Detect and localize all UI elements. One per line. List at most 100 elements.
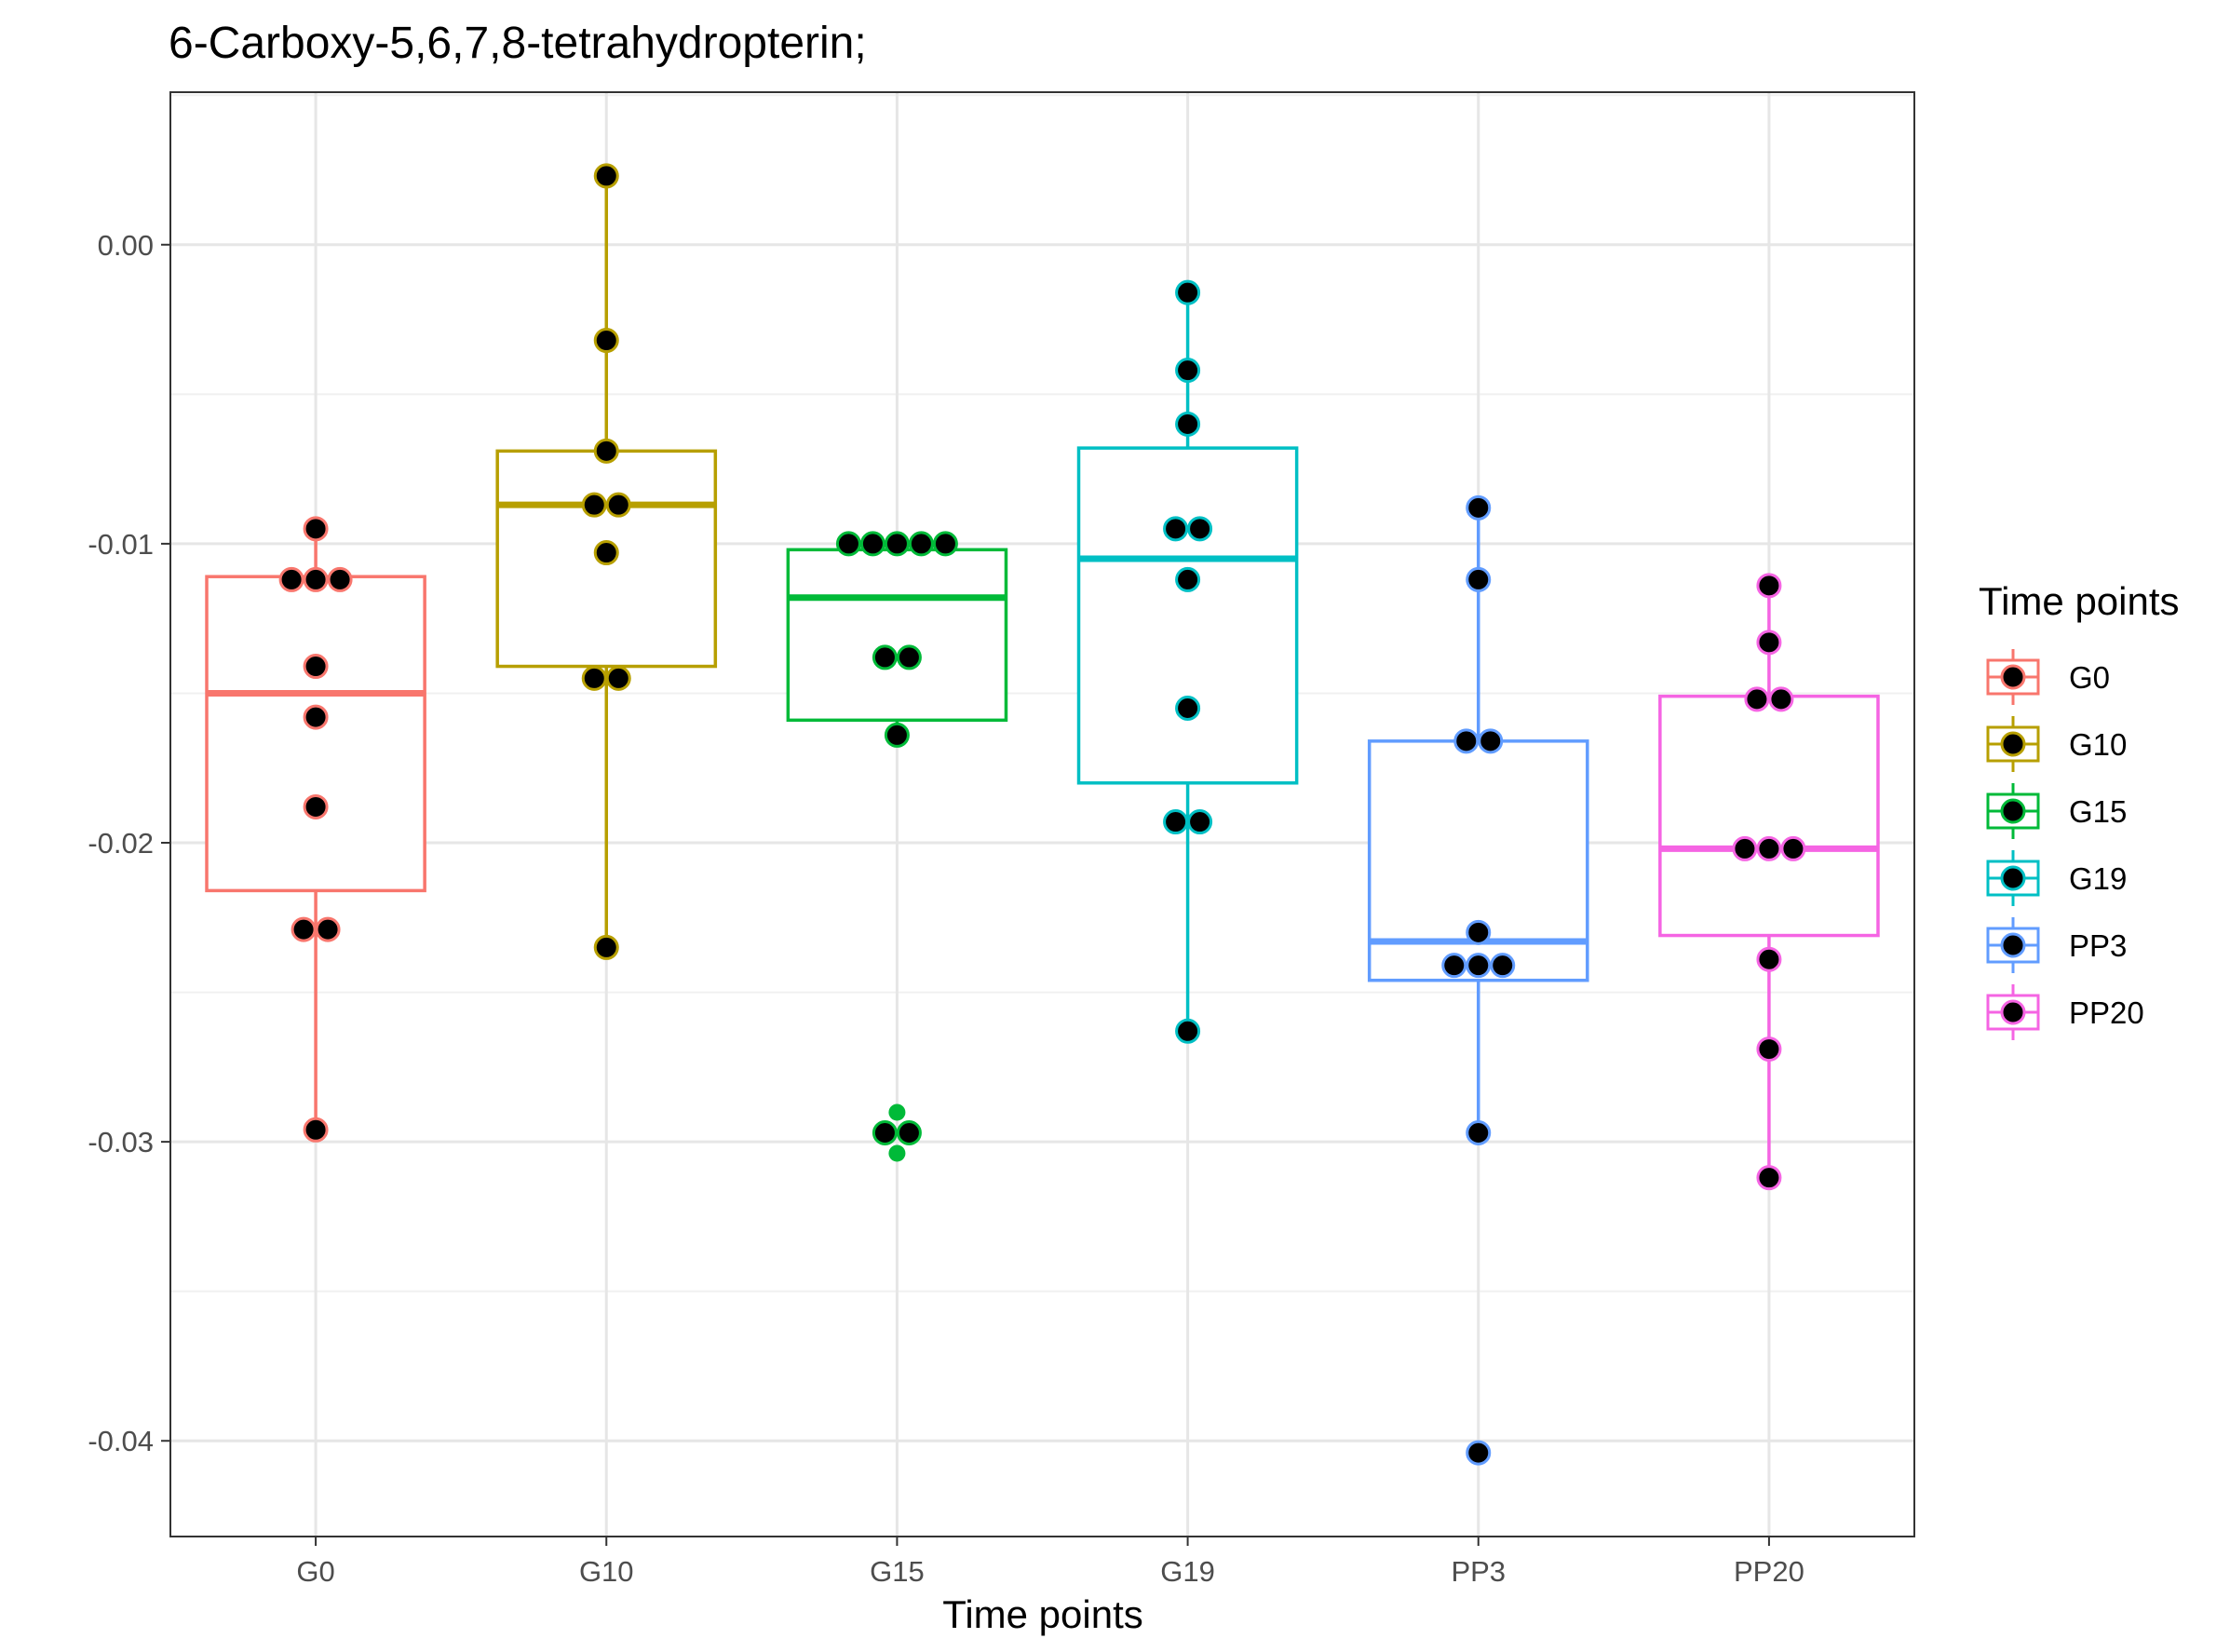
data-point: [303, 793, 329, 819]
legend: G0 G10 G15 G19 PP3 PP20: [1986, 649, 2144, 1040]
outlier-point: [888, 1144, 906, 1162]
legend-item-pp20: PP20: [1986, 984, 2144, 1040]
data-point: [1466, 919, 1492, 945]
box: [205, 575, 426, 893]
data-point: [303, 704, 329, 730]
data-point: [1175, 566, 1201, 592]
data-point: [1175, 1018, 1201, 1044]
data-point: [1466, 566, 1492, 592]
box-group-g10: [495, 163, 718, 960]
data-point: [1466, 494, 1492, 521]
data-point: [303, 516, 329, 542]
x-tick-label: PP20: [1734, 1555, 1804, 1588]
data-point: [303, 566, 329, 592]
x-tick-label: PP3: [1451, 1555, 1506, 1588]
data-point: [859, 531, 885, 557]
data-point: [1453, 728, 1480, 754]
data-point: [593, 934, 619, 960]
data-point: [1175, 279, 1201, 305]
data-point: [932, 531, 958, 557]
legend-title: Time points: [1979, 579, 2180, 623]
data-point: [593, 540, 619, 566]
box-group-g19: [1076, 279, 1299, 1044]
data-point: [1478, 728, 1504, 754]
legend-dot: [2000, 932, 2026, 958]
plot-border: [169, 91, 1915, 1537]
y-tick-label: -0.04: [88, 1425, 154, 1457]
plot-area: 0.00 -0.01 -0.02 -0.03 -0.04 G0 G10 G15 G19 PP3 PP…: [88, 91, 1915, 1588]
data-point: [1466, 1119, 1492, 1145]
legend-dot: [2000, 999, 2026, 1025]
data-point: [1490, 953, 1516, 979]
data-point: [1175, 411, 1201, 437]
data-point: [1756, 630, 1782, 656]
data-point: [1768, 686, 1794, 712]
data-point: [605, 492, 631, 518]
chart-title: 6-Carboxy-5,6,7,8-tetrahydropterin;: [169, 19, 867, 68]
data-point: [872, 644, 898, 670]
data-point: [1163, 809, 1189, 835]
box-group-pp3: [1367, 494, 1589, 1466]
data-point: [884, 722, 910, 748]
legend-label: G15: [2069, 794, 2127, 829]
data-point: [593, 438, 619, 464]
data-point: [1756, 835, 1782, 861]
x-tick-label: G10: [579, 1555, 634, 1588]
box-group-g15: [786, 531, 1008, 1162]
data-point: [315, 916, 341, 942]
data-point: [303, 1117, 329, 1143]
data-point: [581, 665, 607, 691]
data-point: [1163, 516, 1189, 542]
x-tick-label: G15: [870, 1555, 925, 1588]
data-point: [1441, 953, 1467, 979]
data-point: [1756, 946, 1782, 972]
legend-label: PP3: [2069, 928, 2127, 963]
data-point: [1187, 516, 1213, 542]
data-point: [593, 163, 619, 189]
legend-item-g15: G15: [1986, 783, 2127, 839]
data-point: [605, 665, 631, 691]
x-axis-title: Time points: [942, 1592, 1143, 1636]
legend-item-g19: G19: [1986, 850, 2127, 906]
data-point: [1756, 1165, 1782, 1191]
legend-dot: [2000, 664, 2026, 690]
data-point: [1780, 835, 1806, 861]
data-point: [291, 916, 317, 942]
box: [1658, 694, 1880, 938]
box-group-pp20: [1658, 573, 1880, 1191]
x-tick-label: G0: [296, 1555, 334, 1588]
y-tick-label: -0.02: [88, 827, 154, 860]
data-point: [884, 531, 910, 557]
data-point: [1744, 686, 1770, 712]
box: [786, 548, 1008, 723]
data-point: [1756, 573, 1782, 599]
plot-background: [170, 92, 1914, 1537]
data-point: [1187, 809, 1213, 835]
legend-dot: [2000, 865, 2026, 891]
legend-label: G10: [2069, 727, 2127, 762]
legend-dot: [2000, 798, 2026, 824]
legend-label: G19: [2069, 861, 2127, 896]
data-point: [303, 654, 329, 680]
data-point: [581, 492, 607, 518]
box: [1076, 446, 1299, 785]
data-point: [896, 644, 922, 670]
data-point: [835, 531, 861, 557]
data-point: [908, 531, 934, 557]
data-point: [1466, 1440, 1492, 1466]
data-point: [1175, 358, 1201, 384]
data-point: [1756, 1036, 1782, 1063]
data-point: [1175, 696, 1201, 722]
box-group-g0: [205, 516, 426, 1143]
legend-item-g10: G10: [1986, 716, 2127, 772]
data-point: [896, 1119, 922, 1145]
legend-item-pp3: PP3: [1986, 917, 2127, 973]
data-point: [872, 1119, 898, 1145]
outlier-point: [888, 1104, 906, 1121]
data-point: [1466, 953, 1492, 979]
y-tick-label: -0.01: [88, 528, 154, 561]
data-point: [327, 566, 353, 592]
data-point: [278, 566, 304, 592]
